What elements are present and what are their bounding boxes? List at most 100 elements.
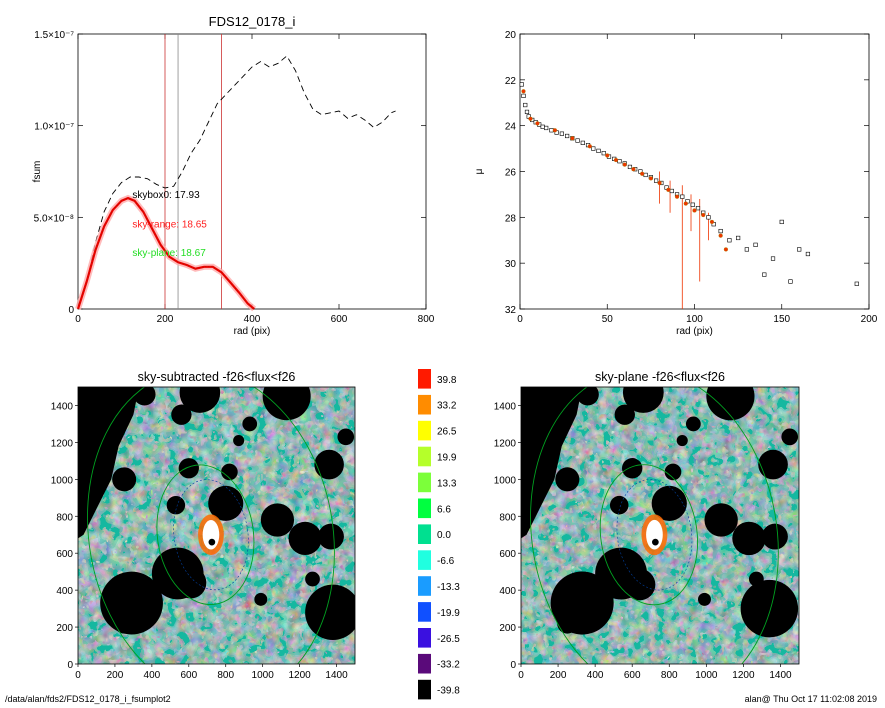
colorbar-swatch: [418, 602, 431, 622]
colorbar-label: -19.9: [437, 608, 460, 619]
x-tick-label: 100: [686, 314, 703, 325]
sky-subtracted-image: 0 200 400 600 800 1000 1200 1400 0 200 400 600 800 10…: [51, 370, 356, 681]
x-tick-label: 0: [517, 314, 523, 325]
colorbar-label: -26.5: [437, 634, 460, 645]
masked-star: [697, 592, 711, 606]
data-point-dot: [631, 167, 636, 172]
x-tick-label: 150: [773, 314, 790, 325]
masked-star: [242, 416, 258, 432]
x-tick-label: 50: [602, 314, 614, 325]
masked-star: [664, 463, 682, 481]
y-tick-label: 800: [56, 512, 73, 523]
galaxy-nucleus: [208, 538, 216, 546]
x-tick-label: 200: [157, 314, 174, 325]
data-point-square: [627, 164, 633, 170]
y-axis-label: fsum: [32, 161, 43, 183]
data-point-square: [680, 194, 685, 199]
colorbar-label: 13.3: [437, 478, 457, 489]
data-point-square: [601, 151, 606, 156]
sky-plane-image: 0 200 400 600 800 1000 1200 1400 0 200 400 600 800 10…: [494, 370, 800, 681]
masked-star: [112, 467, 137, 492]
data-point-square: [797, 247, 802, 252]
y-tick-label: 1000: [51, 475, 74, 486]
data-point-dot: [613, 157, 619, 163]
y-tick-label: 1.0×10⁻⁷: [34, 122, 74, 133]
colorbar-swatch: [418, 524, 431, 544]
data-point-square: [654, 178, 659, 183]
x-tick-label: 400: [244, 314, 261, 325]
x-tick-label: 200: [107, 670, 124, 681]
masked-star: [761, 523, 788, 550]
colorbar-swatch: [418, 653, 431, 674]
data-point-square: [805, 251, 811, 257]
data-point-dot: [648, 176, 653, 181]
colorbar-swatch: [418, 576, 431, 596]
masked-star: [314, 449, 344, 480]
x-tick-label: 0: [75, 314, 81, 325]
data-point-dot: [605, 153, 610, 158]
y-axis-label: μ: [474, 168, 485, 174]
y-tick-label: 200: [499, 623, 516, 634]
masked-star: [178, 458, 199, 479]
colorbar-label: -13.3: [437, 582, 460, 593]
data-point-square: [762, 272, 767, 277]
data-point-dot: [622, 162, 627, 167]
x-tick-label: 600: [180, 670, 197, 681]
colorbar-label: 0.0: [437, 530, 451, 541]
masked-star: [740, 579, 799, 638]
x-tick-label: 1400: [769, 670, 792, 681]
data-point-dot: [552, 128, 557, 133]
x-tick-label: 1400: [325, 670, 348, 681]
data-point-square: [519, 82, 524, 87]
colorbar-swatch: [418, 550, 431, 570]
y-tick-label: 32: [505, 305, 517, 316]
x-tick-label: 400: [144, 670, 161, 681]
y-tick-label: 200: [56, 623, 73, 634]
x-tick-label: 1000: [252, 670, 275, 681]
image-frame: [77, 386, 356, 665]
data-point-square: [549, 128, 554, 133]
masked-star: [732, 521, 766, 556]
aperture-ellipse-outer: [530, 387, 779, 664]
data-point-dot: [521, 89, 526, 94]
masked-star: [623, 568, 656, 601]
chart-title: FDS12_0178_i: [209, 14, 296, 29]
data-point-square: [559, 131, 564, 136]
masked-region: [521, 387, 583, 539]
series-line: [77, 55, 396, 310]
masked-star: [233, 435, 245, 447]
image-frame: [520, 386, 800, 665]
data-point-square: [540, 124, 545, 129]
data-point-square: [523, 102, 528, 108]
x-tick-label: 600: [331, 314, 348, 325]
data-point-dot: [723, 247, 729, 252]
galaxy-nucleus: [652, 538, 659, 546]
aperture-ellipse-inner: [156, 464, 255, 605]
y-tick-label: 5.0×10⁻⁸: [34, 213, 74, 224]
data-point-square: [779, 219, 784, 225]
y-tick-label: 0: [510, 660, 516, 671]
aperture-ellipse-dotted: [173, 479, 249, 591]
y-tick-label: 600: [56, 549, 73, 560]
masked-star: [221, 463, 238, 481]
data-point-square: [524, 109, 530, 115]
masked-star: [781, 428, 799, 446]
masked-star: [318, 523, 344, 550]
colorbar-swatch: [418, 472, 431, 493]
data-point-dot: [528, 116, 533, 121]
colorbar-label: 19.9: [437, 453, 457, 464]
data-point-square: [770, 256, 776, 261]
data-point-square: [736, 235, 741, 241]
x-tick-label: 200: [550, 670, 567, 681]
y-tick-label: 1200: [494, 438, 517, 449]
x-axis-label: rad (pix): [676, 326, 713, 337]
series-overlay-line: [77, 197, 255, 310]
data-point-dot: [701, 212, 706, 218]
footer-stamp: alan@ Thu Oct 17 11:02:08 2019: [744, 694, 877, 704]
data-point-square: [854, 281, 859, 286]
aperture-ellipse-inner: [599, 464, 699, 606]
masked-star: [288, 521, 322, 556]
masked-star: [555, 467, 580, 492]
masked-star: [622, 387, 664, 413]
y-tick-label: 1200: [51, 438, 74, 449]
